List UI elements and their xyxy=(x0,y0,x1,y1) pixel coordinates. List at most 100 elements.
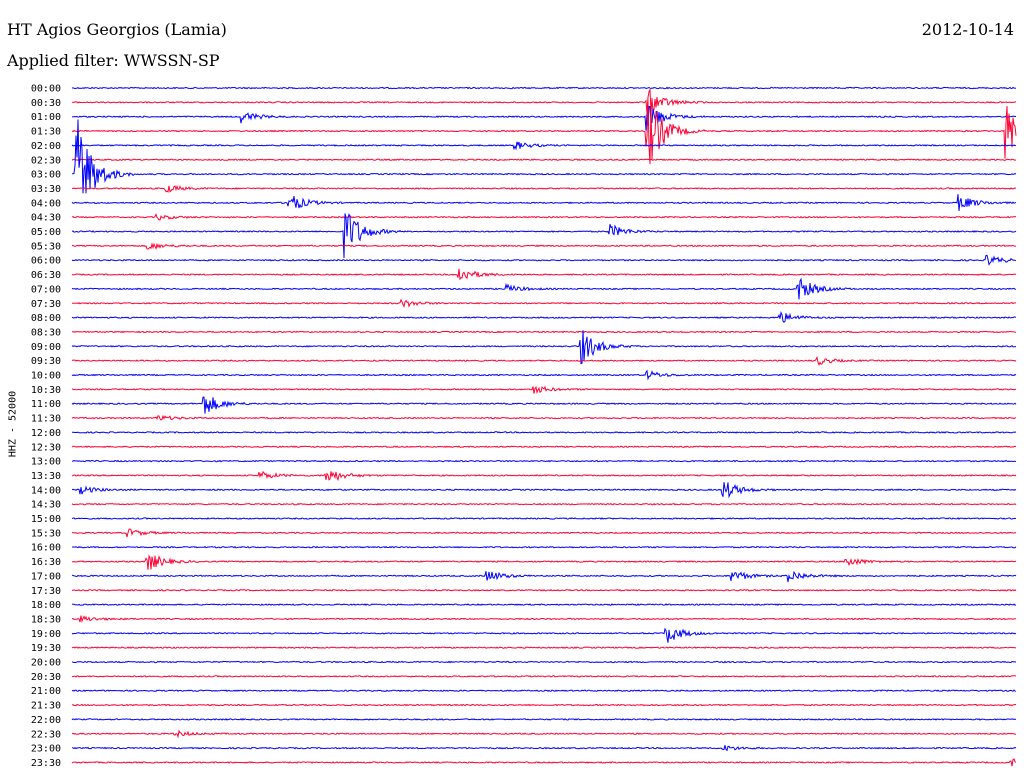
seismic-trace-0900 xyxy=(71,330,1017,365)
trace-time-label: 15:30 xyxy=(31,528,61,539)
seismic-trace-2200 xyxy=(71,718,1017,721)
seismic-trace-1000 xyxy=(71,369,1017,381)
trace-time-label: 18:00 xyxy=(31,600,61,611)
trace-time-label: 13:30 xyxy=(31,471,61,482)
trace-time-label: 16:30 xyxy=(31,557,61,568)
trace-time-label: 21:00 xyxy=(31,686,61,697)
trace-time-label: 12:30 xyxy=(31,442,61,453)
trace-time-label: 19:00 xyxy=(31,629,61,640)
seismic-trace-1830 xyxy=(71,615,1017,623)
seismic-trace-1930 xyxy=(71,646,1017,649)
seismic-trace-1630 xyxy=(71,554,1017,570)
seismic-trace-1130 xyxy=(71,414,1017,421)
trace-time-label: 01:30 xyxy=(31,127,61,138)
seismic-trace-0330 xyxy=(71,184,1017,193)
seismic-trace-1900 xyxy=(71,627,1017,643)
trace-time-label: 01:00 xyxy=(31,112,61,123)
seismic-trace-1200 xyxy=(72,431,1017,434)
seismic-trace-1330 xyxy=(71,470,1017,482)
seismic-trace-0600 xyxy=(71,254,1017,266)
seismic-trace-2000 xyxy=(71,660,1017,664)
trace-time-label: 07:30 xyxy=(31,299,61,310)
seismic-trace-0000 xyxy=(71,86,1017,90)
seismic-trace-2300 xyxy=(71,745,1017,752)
seismic-trace-1730 xyxy=(71,588,1017,592)
trace-time-label: 00:30 xyxy=(31,98,61,109)
trace-time-label: 02:00 xyxy=(31,141,61,152)
trace-time-label: 07:00 xyxy=(31,284,61,295)
seismic-trace-0830 xyxy=(71,330,1017,334)
trace-time-label: 09:30 xyxy=(31,356,61,367)
seismic-trace-1500 xyxy=(71,517,1017,520)
trace-time-label: 20:00 xyxy=(31,658,61,669)
seismic-trace-1530 xyxy=(71,528,1017,538)
seismic-trace-1700 xyxy=(71,570,1017,583)
seismic-trace-1100 xyxy=(71,396,1017,414)
trace-time-label: 05:30 xyxy=(31,241,61,252)
trace-time-label: 02:30 xyxy=(31,155,61,166)
trace-time-label: 23:00 xyxy=(31,744,61,755)
trace-time-label: 11:00 xyxy=(31,399,61,410)
trace-time-label: 17:00 xyxy=(31,571,61,582)
seismic-trace-0800 xyxy=(71,310,1017,323)
trace-time-label: 05:00 xyxy=(31,227,61,238)
trace-time-label: 03:30 xyxy=(31,184,61,195)
trace-time-label: 04:30 xyxy=(31,213,61,224)
seismic-trace-1400 xyxy=(71,482,1017,499)
seismic-trace-2130 xyxy=(71,703,1016,707)
trace-time-label: 18:30 xyxy=(31,614,61,625)
trace-time-label: 20:30 xyxy=(31,672,61,683)
seismic-trace-0300 xyxy=(71,119,1017,194)
seismic-trace-0100 xyxy=(71,105,1017,131)
trace-time-label: 16:00 xyxy=(31,543,61,554)
seismic-trace-0430 xyxy=(71,213,1017,221)
seismic-trace-0230 xyxy=(71,158,1017,162)
trace-time-label: 04:00 xyxy=(31,198,61,209)
trace-time-label: 03:00 xyxy=(31,170,61,181)
filter-label: Applied filter: WWSSN-SP xyxy=(7,51,220,70)
trace-time-label: 22:30 xyxy=(31,729,61,740)
trace-time-label: 15:00 xyxy=(31,514,61,525)
seismic-trace-1600 xyxy=(72,545,1017,549)
trace-time-label: 19:30 xyxy=(31,643,61,654)
trace-time-label: 11:30 xyxy=(31,414,61,425)
trace-time-label: 17:30 xyxy=(31,586,61,597)
trace-time-label: 23:30 xyxy=(31,758,61,769)
trace-time-label: 06:00 xyxy=(31,256,61,267)
seismic-trace-0130 xyxy=(71,99,1017,165)
seismic-trace-1230 xyxy=(71,445,1017,449)
seismic-trace-2230 xyxy=(71,729,1017,739)
trace-time-label: 10:30 xyxy=(31,385,61,396)
seismic-trace-1300 xyxy=(71,459,1017,463)
station-title: HT Agios Georgios (Lamia) xyxy=(7,20,227,39)
seismic-trace-0730 xyxy=(71,298,1017,308)
seismic-trace-0400 xyxy=(71,194,1017,211)
trace-time-label: 08:30 xyxy=(31,327,61,338)
trace-time-label: 13:00 xyxy=(31,457,61,468)
trace-time-label: 22:00 xyxy=(31,715,61,726)
trace-time-label: 14:00 xyxy=(31,485,61,496)
seismic-trace-2030 xyxy=(71,675,1017,678)
seismic-trace-0030 xyxy=(71,88,1016,114)
seismic-trace-1800 xyxy=(71,603,1017,606)
record-date: 2012-10-14 xyxy=(921,20,1014,39)
seismic-trace-0500 xyxy=(71,213,1017,259)
trace-time-label: 09:00 xyxy=(31,342,61,353)
seismic-trace-0530 xyxy=(71,242,1017,251)
seismic-trace-0930 xyxy=(71,355,1017,366)
trace-time-label: 08:00 xyxy=(31,313,61,324)
seismic-trace-0200 xyxy=(71,141,1017,151)
seismic-trace-1430 xyxy=(71,502,1017,506)
trace-time-label: 21:30 xyxy=(31,701,61,712)
trace-time-label: 06:30 xyxy=(31,270,61,281)
seismic-trace-0700 xyxy=(71,277,1017,300)
seismic-trace-2330 xyxy=(71,758,1017,767)
seismic-trace-0630 xyxy=(71,268,1017,281)
trace-time-label: 14:30 xyxy=(31,500,61,511)
trace-time-label: 10:00 xyxy=(31,371,61,382)
trace-time-label: 12:00 xyxy=(31,428,61,439)
trace-time-label: 00:00 xyxy=(31,84,61,95)
seismic-trace-2100 xyxy=(71,689,1017,693)
seismic-trace-1030 xyxy=(72,385,1017,395)
